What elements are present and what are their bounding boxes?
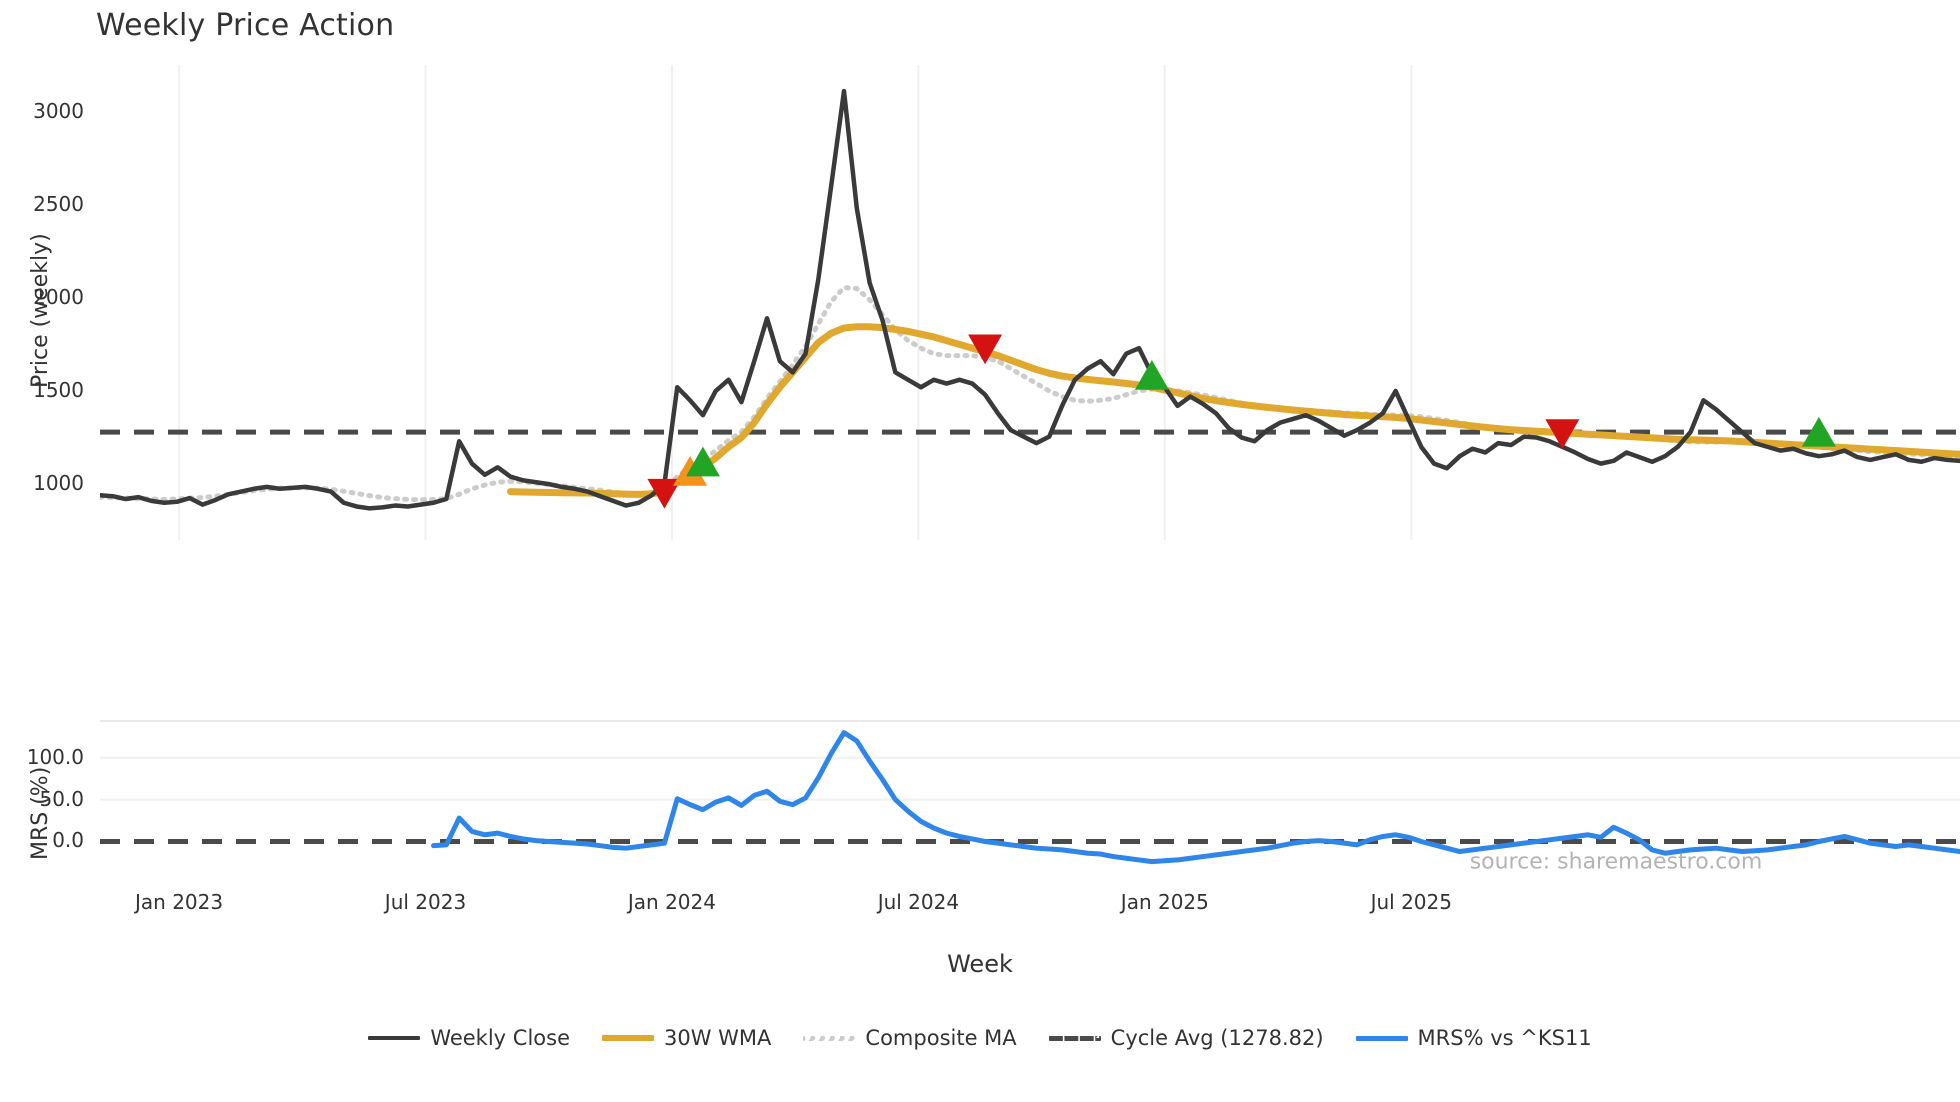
legend-swatch-composite-ma <box>803 1035 856 1041</box>
xtick-jan-2023: Jan 2023 <box>135 890 224 914</box>
legend-label-30w-wma: 30W WMA <box>664 1026 772 1050</box>
mrs-ytick-100: 100.0 <box>26 744 84 769</box>
signal-marker-buy-2 <box>685 446 720 477</box>
mrs-ytick-50: 50.0 <box>39 786 84 811</box>
signal-marker-buy-6 <box>1801 416 1836 447</box>
signal-marker-sell-3 <box>968 334 1003 365</box>
legend-label-cycle-avg: Cycle Avg (1278.82) <box>1110 1026 1324 1050</box>
price-ytick-2500: 2500 <box>33 191 84 216</box>
legend-item-composite-ma[interactable]: Composite MA <box>803 1026 1017 1050</box>
xtick-jan-2025: Jan 2025 <box>1120 890 1209 914</box>
signal-marker-sell-5 <box>1545 419 1580 449</box>
page-title: Weekly Price Action <box>96 8 395 43</box>
week-axis-label: Week <box>947 950 1013 978</box>
xtick-jul-2023: Jul 2023 <box>384 890 467 914</box>
mrs-ytick-0: 0.0 <box>52 828 84 853</box>
legend-item-mrs[interactable]: MRS% vs ^KS11 <box>1355 1026 1592 1050</box>
mrs-chart-plot <box>100 720 1960 865</box>
price-ytick-1500: 1500 <box>33 377 84 402</box>
legend-label-mrs: MRS% vs ^KS11 <box>1417 1026 1592 1050</box>
price-ytick-3000: 3000 <box>33 98 84 123</box>
chart-legend: Weekly Close 30W WMA Composite MA Cycle … <box>0 1026 1960 1050</box>
signal-marker-buy-4 <box>1134 360 1169 390</box>
legend-swatch-mrs <box>1355 1035 1408 1041</box>
legend-label-weekly-close: Weekly Close <box>430 1026 570 1050</box>
price-ytick-1000: 1000 <box>33 471 84 496</box>
legend-item-30w-wma[interactable]: 30W WMA <box>602 1026 771 1050</box>
weekly-close-line <box>100 88 1960 511</box>
price-axis-label: Price (weekly) <box>28 232 53 388</box>
xtick-jul-2024: Jul 2024 <box>877 890 960 914</box>
wma-line <box>506 323 1960 498</box>
legend-swatch-weekly-close <box>368 1036 421 1040</box>
legend-swatch-cycle-avg <box>1048 1035 1101 1041</box>
legend-item-cycle-avg[interactable]: Cycle Avg (1278.82) <box>1048 1026 1324 1050</box>
price-ytick-2000: 2000 <box>33 284 84 309</box>
signal-marker-sell-0 <box>647 478 682 509</box>
xtick-jan-2024: Jan 2024 <box>627 890 716 914</box>
mrs-line <box>431 730 1960 865</box>
xtick-jul-2025: Jul 2025 <box>1370 890 1452 914</box>
legend-label-composite-ma: Composite MA <box>865 1026 1017 1050</box>
legend-item-weekly-close[interactable]: Weekly Close <box>368 1026 570 1050</box>
legend-swatch-30w-wma <box>602 1035 654 1041</box>
mrs-axis-label: MRS (%) <box>28 766 53 860</box>
price-chart-plot <box>100 65 1960 540</box>
composite-ma-line <box>100 285 1960 503</box>
